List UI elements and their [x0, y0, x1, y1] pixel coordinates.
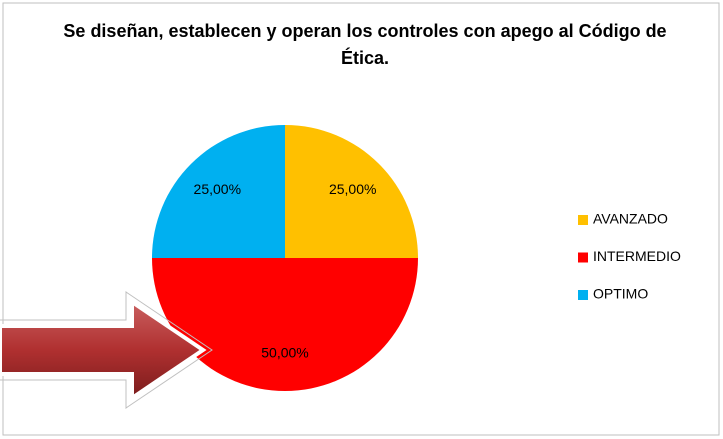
legend-swatch [578, 252, 588, 263]
legend-label: OPTIMO [593, 286, 648, 302]
data-label: 25,00% [329, 181, 376, 197]
legend-label: INTERMEDIO [593, 248, 681, 264]
legend-swatch [578, 290, 588, 300]
legend-swatch [578, 215, 588, 225]
chart-title: Se diseñan, establecen y operan los cont… [63, 21, 667, 68]
arrow [0, 298, 207, 402]
pie-slice [152, 258, 418, 391]
data-label: 50,00% [261, 344, 308, 360]
pie-slice [152, 125, 285, 258]
legend-label: AVANZADO [593, 211, 668, 227]
data-label: 25,00% [194, 181, 241, 197]
pie: 25,00% 50,00% 25,00% [152, 125, 418, 391]
arrow-outline [0, 291, 213, 409]
pie-slice [285, 125, 418, 258]
